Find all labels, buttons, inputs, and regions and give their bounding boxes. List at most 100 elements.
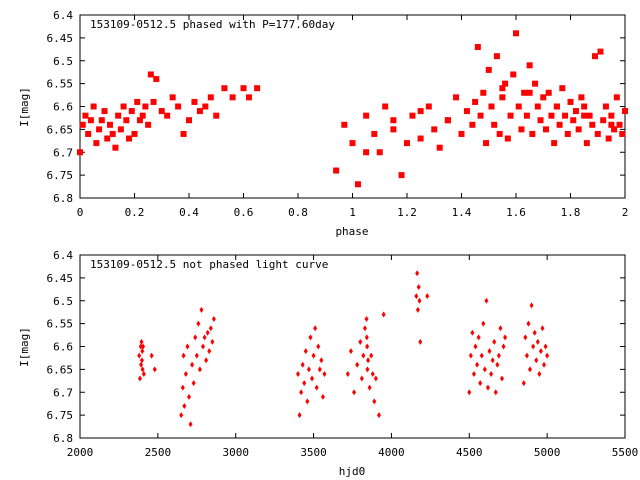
data-point <box>96 126 103 133</box>
data-point <box>202 334 207 341</box>
x-tick-label: 2000 <box>67 446 94 459</box>
y-tick-label: 6.4 <box>53 9 73 22</box>
data-point <box>578 94 585 101</box>
data-point <box>489 370 494 377</box>
data-point <box>475 361 480 368</box>
data-point <box>139 361 144 368</box>
data-point <box>93 140 100 147</box>
data-point <box>197 366 202 373</box>
data-point <box>523 112 530 119</box>
data-point <box>528 366 533 373</box>
x-tick-label: 1.2 <box>397 206 417 219</box>
data-point <box>128 108 135 115</box>
data-point <box>139 357 144 364</box>
data-point <box>415 270 420 277</box>
data-point <box>583 140 590 147</box>
data-point <box>352 389 357 396</box>
plot-frame <box>79 254 626 439</box>
data-point <box>534 357 539 364</box>
data-point <box>414 293 419 300</box>
data-point <box>147 71 154 78</box>
data-point <box>513 30 519 37</box>
data-point <box>381 311 386 318</box>
data-point <box>409 112 416 119</box>
data-point <box>570 117 577 124</box>
data-point <box>504 135 511 142</box>
data-point <box>373 375 378 382</box>
data-point <box>492 338 497 345</box>
data-point <box>507 112 514 119</box>
data-point <box>467 389 472 396</box>
y-tick-label: 6.5 <box>53 295 73 308</box>
data-point <box>431 126 438 133</box>
data-point <box>586 112 593 119</box>
data-point <box>483 140 490 147</box>
data-point <box>415 306 420 313</box>
data-point <box>139 338 144 345</box>
data-point <box>524 352 529 359</box>
data-point <box>109 130 116 137</box>
data-point <box>369 352 374 359</box>
data-point <box>120 103 127 110</box>
data-point <box>616 121 623 128</box>
data-point <box>417 108 424 115</box>
data-point <box>619 130 626 137</box>
y-tick-label: 6.45 <box>47 32 74 45</box>
x-tick-label: 3000 <box>222 446 249 459</box>
data-point <box>575 126 582 133</box>
data-point <box>365 366 370 373</box>
data-point <box>468 352 473 359</box>
data-point <box>534 103 541 110</box>
x-axis-label: phase <box>335 225 368 238</box>
data-point <box>495 361 500 368</box>
data-point <box>589 121 596 128</box>
data-point <box>205 329 210 336</box>
data-point <box>471 370 476 377</box>
data-point <box>482 366 487 373</box>
data-point <box>532 329 537 336</box>
data-point <box>210 338 215 345</box>
data-point <box>317 366 322 373</box>
data-point <box>354 181 361 188</box>
data-point <box>503 334 508 341</box>
data-point <box>190 361 195 368</box>
data-point <box>211 316 216 323</box>
data-point <box>622 108 628 115</box>
data-point <box>137 375 142 382</box>
data-point <box>553 103 560 110</box>
data-point <box>180 130 187 137</box>
data-point <box>493 53 500 60</box>
data-point <box>316 343 321 350</box>
data-point <box>417 135 424 142</box>
data-point <box>141 370 146 377</box>
data-point <box>333 167 340 174</box>
data-point <box>207 94 214 101</box>
data-point <box>149 352 154 359</box>
data-point <box>229 94 236 101</box>
data-point <box>479 352 484 359</box>
data-point <box>371 130 378 137</box>
data-point <box>142 103 149 110</box>
data-point <box>85 130 92 137</box>
data-point <box>600 117 607 124</box>
x-tick-label: 4500 <box>456 446 483 459</box>
y-tick-label: 6.65 <box>47 363 74 376</box>
data-point <box>559 85 566 92</box>
unphased-light-curve-chart: 153109-0512.5 not phased light curve hjd… <box>18 249 638 478</box>
data-point <box>390 126 397 133</box>
data-point <box>370 370 375 377</box>
data-point <box>164 112 171 119</box>
data-point <box>537 117 544 124</box>
x-tick-label: 0.2 <box>125 206 145 219</box>
data-point <box>355 361 360 368</box>
data-point <box>117 126 124 133</box>
data-point <box>594 130 601 137</box>
x-tick-label: 1.6 <box>506 206 526 219</box>
data-point <box>202 103 209 110</box>
data-point <box>496 130 503 137</box>
data-point <box>416 284 421 291</box>
data-point <box>126 135 133 142</box>
x-tick-label: 2500 <box>145 446 172 459</box>
data-point <box>319 357 324 364</box>
data-point <box>521 380 526 387</box>
